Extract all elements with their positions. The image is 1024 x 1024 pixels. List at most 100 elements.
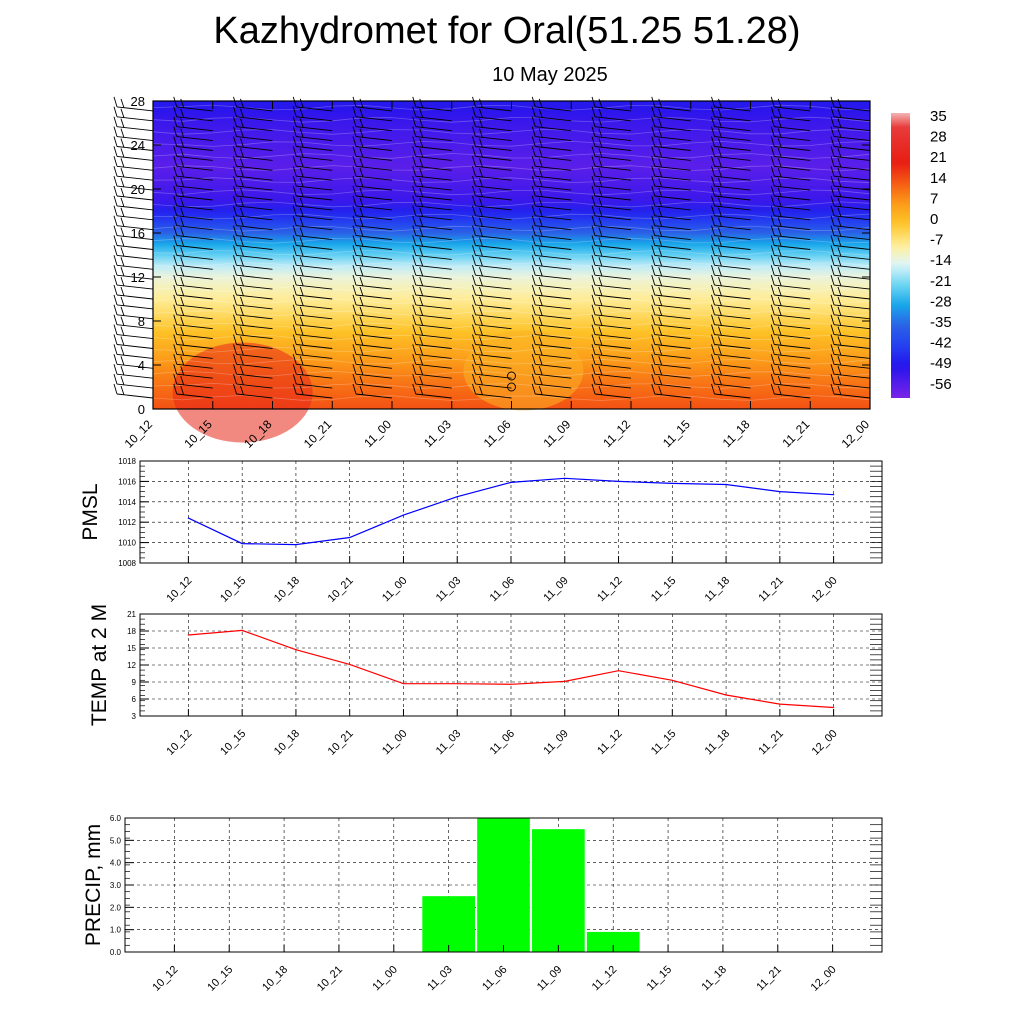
wind-barb [770,373,811,389]
wind-barb-feather [412,215,417,226]
wind-barb-feather [120,197,125,208]
wind-barb-shaft [774,264,811,270]
colorbar-label: -21 [930,273,952,290]
data-point [833,706,835,709]
wind-barb-feather [113,96,118,108]
wind-barb-shaft [355,334,393,340]
wind-barb-shaft [236,274,273,280]
wind-barb-shaft [535,363,572,369]
wind-barb-feather [718,316,722,326]
wind-barb [591,334,632,349]
wind-barb-feather [591,324,596,335]
wind-barb-shaft [774,324,811,330]
wind-barb-shaft [415,155,452,161]
wind-barb-feather [120,385,125,396]
wind-barb-feather [299,177,304,188]
wind-barb-feather [651,106,656,117]
wind-barb [591,284,632,300]
y-tick-label: 9 [132,678,137,687]
wind-barb-feather [777,366,782,376]
wind-barb [531,373,572,389]
wind-barb [770,324,811,340]
wind-barb [591,195,632,211]
wind-barb-shaft [236,334,273,340]
x-tick-label: 11_06 [488,575,518,605]
wind-barb-shaft [535,334,572,340]
wind-barb-feather [299,296,304,307]
y-tick-label: 3 [132,712,137,721]
wind-barb-shaft [296,175,333,181]
wind-barb [531,235,572,250]
wind-barb-feather [180,168,185,178]
wind-barb-shaft [415,106,452,112]
isotherm [152,177,871,184]
wind-barb [711,235,751,250]
wind-barb-feather [292,136,297,147]
wind-barb-feather [359,207,364,217]
wind-barb-shaft [116,155,154,161]
wind-barb-feather [299,148,304,158]
wind-barb-feather [777,336,782,346]
wind-barb-shaft [176,304,213,310]
wind-barb-feather [240,306,244,316]
x-tick-label: 10_15 [205,964,235,994]
wind-barb-feather [479,375,483,386]
wind-barb-shaft [475,294,512,300]
wind-barb [233,106,273,122]
wind-barb-feather [770,304,775,315]
wind-barb-shaft [833,205,871,211]
wind-barb-feather [359,237,364,247]
wind-barb-shaft [594,393,632,399]
wind-barb-feather [658,336,663,346]
wind-barb-feather [770,245,775,256]
wind-barb-shaft [355,304,393,310]
wind-barb-shaft [355,195,393,201]
wind-barb-shaft [594,205,632,211]
wind-barb-feather [837,227,842,237]
wind-barb-feather [531,235,536,246]
isotherm [152,201,871,208]
wind-barb-feather [113,146,118,157]
wind-barb-shaft [535,353,572,359]
wind-barb-feather [531,334,536,345]
wind-barb-shaft [535,225,572,231]
wind-barb [591,304,632,320]
wind-barb-feather [479,267,483,277]
wind-barb-feather [292,314,297,325]
wind-barb-shaft [774,314,811,320]
wind-barb-feather [598,286,603,297]
wind-barb-feather [479,306,483,316]
wind-barb-feather [233,106,237,117]
wind-barb-feather [472,195,476,207]
wind-barb-feather [479,276,483,287]
wind-barb-shaft [176,136,213,142]
x-tick-label: 11_09 [535,964,565,994]
data-point [833,494,835,496]
wind-barb-feather [598,366,603,376]
data-point [779,491,781,493]
wind-barb-feather [658,276,663,287]
wind-barb-shaft [714,146,751,151]
wind-barb [352,106,393,122]
wind-barb [591,324,632,340]
wind-barb [531,166,572,181]
wind-barb [412,324,452,340]
wind-barb-shaft [415,146,452,151]
wind-barb-feather [538,306,543,316]
wind-barb-feather [479,108,483,118]
wind-barb-shaft [594,136,632,142]
wind-barb-feather [711,364,715,375]
wind-barb-feather [292,284,297,296]
wind-barb [651,166,691,181]
wind-barb [233,304,273,320]
wind-barb-feather [120,158,125,168]
wind-barb-feather [173,274,178,286]
wind-barb-shaft [176,215,213,221]
wind-barb [531,324,572,340]
wind-barb [830,383,871,399]
wind-barb-shaft [654,353,691,359]
wind-barb [830,116,871,132]
wind-barb-feather [591,96,596,108]
wind-barb-shaft [355,225,393,231]
wind-barb-feather [538,158,543,168]
